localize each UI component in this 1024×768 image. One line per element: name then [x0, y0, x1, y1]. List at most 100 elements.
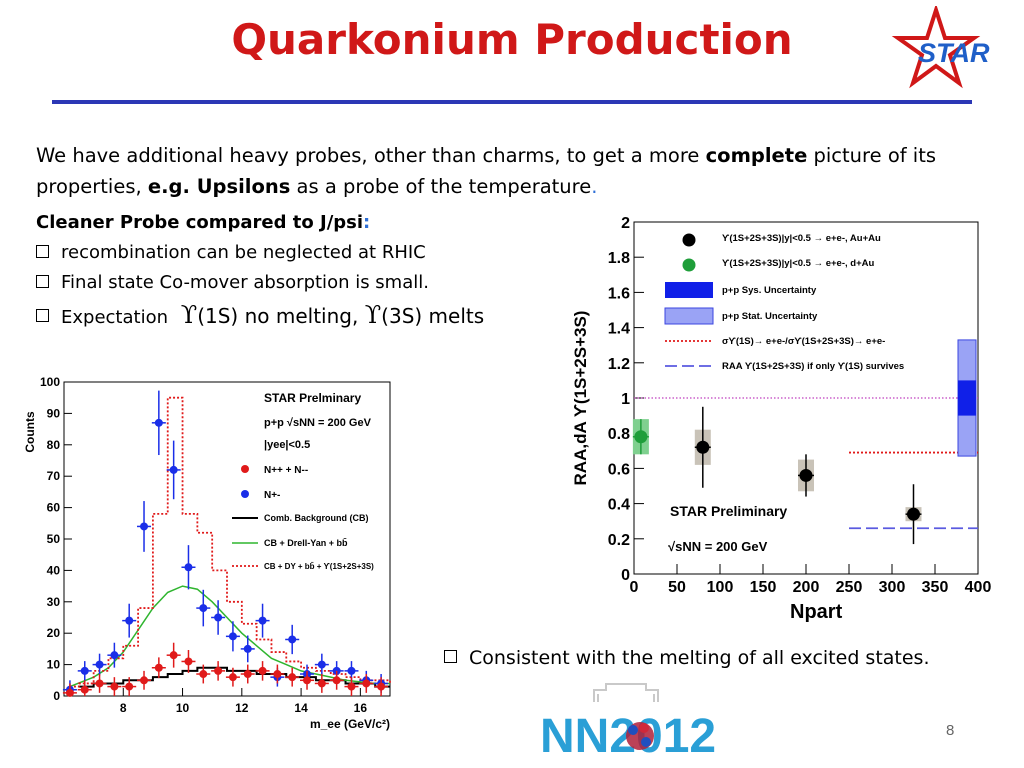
y-axis-label: Counts	[23, 411, 37, 453]
y-tick-label: 0.6	[608, 461, 630, 478]
data-point	[347, 666, 356, 675]
y-tick-label: 70	[47, 469, 61, 483]
legend-stat: p+p Stat. Uncertainty	[722, 311, 818, 322]
data-point	[80, 685, 89, 694]
x-tick-label: 0	[630, 579, 639, 596]
data-point	[125, 616, 134, 625]
star-logo-star-icon	[891, 6, 981, 89]
y-tick-label: 1	[621, 391, 630, 408]
data-point	[347, 682, 356, 691]
data-point	[228, 632, 237, 641]
checkbox-bullet-icon	[36, 274, 49, 288]
data-point	[169, 465, 178, 474]
data-point	[288, 635, 297, 644]
x-tick-label: 250	[836, 579, 863, 596]
data-point	[243, 644, 252, 653]
data-point	[634, 430, 648, 444]
upsilon-symbol: ϒ	[364, 301, 382, 329]
y-tick-label: 1.8	[608, 250, 630, 267]
preliminary-label: STAR Preliminary	[670, 503, 787, 519]
page-number: 8	[946, 722, 955, 739]
legend-marker-dau	[682, 258, 696, 272]
bullet-text: recombination can be neglected at RHIC	[61, 242, 426, 263]
bullet-item: recombination can be neglected at RHIC	[36, 238, 556, 268]
data-point	[362, 679, 371, 688]
nn-logo-building-icon	[593, 683, 659, 702]
x-tick-label: 16	[354, 701, 368, 715]
x-tick-label: 350	[922, 579, 949, 596]
y-tick-label: 50	[47, 532, 61, 546]
raa-npart-chart: 0 0.2 0.4 0.6 0.8 1 1.2 1.4 1.6 1.8 2 0 50 100 150 200 2…	[571, 215, 991, 623]
y-tick-label: 0.2	[608, 532, 630, 549]
upsilon-symbol: ϒ	[180, 301, 198, 329]
probe-list: Cleaner Probe compared to J/psi: recombi…	[36, 208, 556, 335]
intro-text-1: We have additional heavy probes, other t…	[36, 144, 706, 167]
data-point	[65, 688, 74, 697]
y-tick-label: 0	[621, 567, 630, 584]
data-point	[317, 679, 326, 688]
y-tick-label: 80	[47, 438, 61, 452]
legend-marker-unlike-sign	[241, 490, 249, 498]
intro-paragraph: We have additional heavy probes, other t…	[36, 140, 976, 202]
legend-total: CB + DY + bb̄ + ϒ(1S+2S+3S)	[264, 562, 374, 571]
legend-preliminary: STAR Prelminary	[264, 391, 361, 405]
data-point	[907, 507, 920, 521]
intro-bold-1: complete	[705, 144, 808, 167]
slide-title: Quarkonium Production	[231, 15, 793, 64]
data-point	[273, 670, 282, 679]
mass-spectrum-chart: 0 10 20 30 40 50 60 70 80 90 100 8 10 12 14 16 m_ee (GeV…	[23, 375, 391, 731]
y-tick-label: 10	[47, 658, 61, 672]
star-logo-text: STAR	[918, 38, 990, 68]
energy-label: √sNN = 200 GeV	[668, 539, 768, 554]
data-point	[95, 679, 104, 688]
probe-heading: Cleaner Probe compared to J/psi:	[36, 208, 556, 238]
legend-survive: RAA ϒ(1S+2S+3S) if only ϒ(1S) survives	[722, 361, 904, 372]
legend-cb: Comb. Background (CB)	[264, 513, 369, 523]
x-tick-label: 300	[879, 579, 906, 596]
data-point	[258, 616, 267, 625]
legend-marker-auau	[682, 233, 696, 247]
data-point	[799, 468, 813, 482]
data-point	[110, 682, 119, 691]
intro-bold-2: e.g. Upsilons	[147, 175, 291, 198]
checkbox-bullet-icon	[444, 650, 457, 663]
data-point	[110, 651, 119, 660]
legend-rapidity-cut: |yee|<0.5	[264, 439, 310, 451]
expectation-state-2: (3S) melts	[381, 304, 485, 328]
data-point	[228, 673, 237, 682]
title-divider	[52, 100, 972, 104]
data-point	[184, 563, 193, 572]
checkbox-bullet-icon	[36, 309, 49, 322]
star-collaboration-logo: STAR	[891, 6, 990, 89]
data-point	[199, 670, 208, 679]
conclusion-text: Consistent with the melting of all excit…	[469, 647, 930, 669]
data-point	[140, 676, 149, 685]
legend-auau: ϒ(1S+2S+3S)|y|<0.5 → e+e-, Au+Au	[722, 233, 881, 244]
data-point	[154, 663, 163, 672]
y-tick-label: 40	[47, 563, 61, 577]
probe-heading-text: Cleaner Probe compared to J/psi	[36, 212, 364, 233]
legend-sys: p+p Sys. Uncertainty	[722, 285, 817, 296]
legend-marker-like-sign	[241, 465, 249, 473]
nucleon-dot	[628, 725, 638, 735]
data-point	[140, 522, 149, 531]
x-tick-label: 12	[235, 701, 249, 715]
data-point	[154, 418, 163, 427]
checkbox-bullet-icon	[36, 244, 49, 258]
x-tick-label: 150	[750, 579, 777, 596]
data-point	[199, 604, 208, 613]
y-tick-label: 0	[53, 689, 60, 703]
expectation-state-1: (1S) no melting,	[197, 304, 359, 328]
data-point	[303, 676, 312, 685]
x-tick-label: 8	[120, 701, 127, 715]
legend-ratio: σϒ(1S)→ e+e-/σϒ(1S+2S+3S)→ e+e-	[722, 336, 885, 347]
legend-dy: CB + Drell-Yan + bb̄	[264, 538, 348, 548]
y-tick-label: 20	[47, 626, 61, 640]
legend-unlike-sign: N+-	[264, 490, 280, 501]
data-point	[80, 666, 89, 675]
data-point	[288, 673, 297, 682]
probe-heading-colon: :	[363, 212, 371, 233]
data-point	[258, 666, 267, 675]
conclusion-bullet: Consistent with the melting of all excit…	[444, 643, 930, 673]
y-tick-label: 90	[47, 406, 61, 420]
